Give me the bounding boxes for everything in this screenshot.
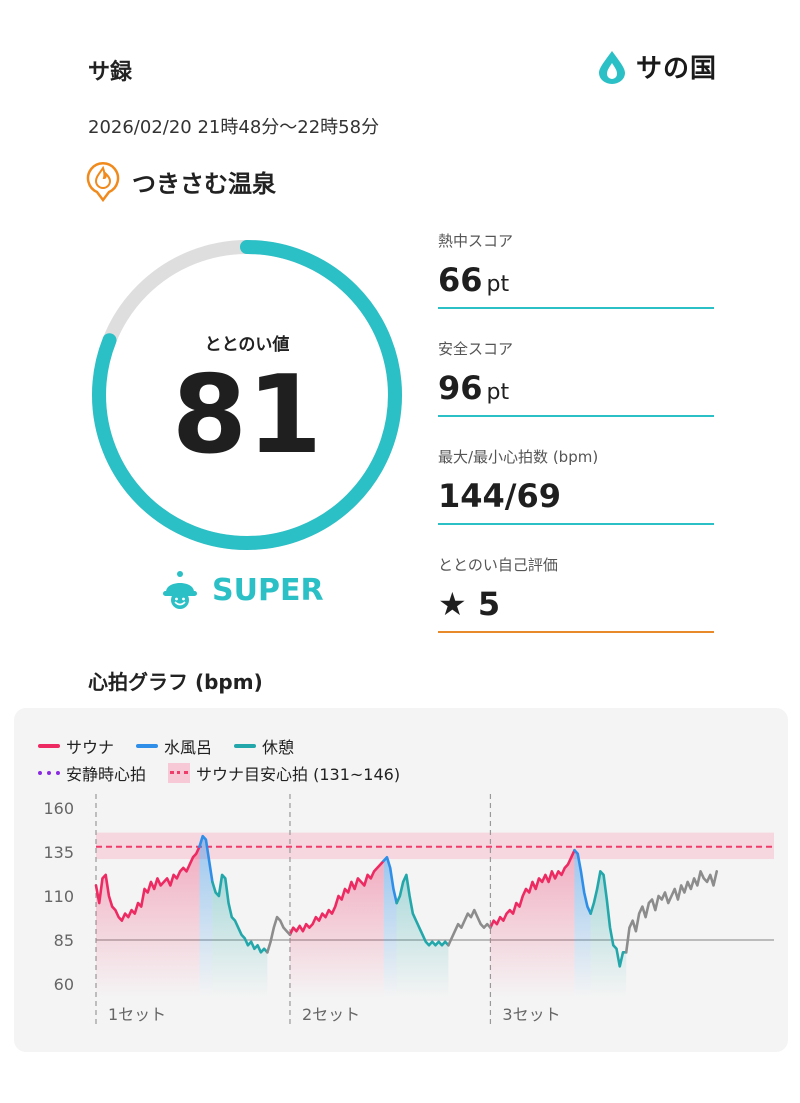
stat-value: 144/69 (438, 477, 714, 521)
series-line (288, 859, 386, 937)
set-label: 1セット (108, 1005, 166, 1024)
y-tick-label: 85 (54, 931, 74, 950)
stat-unit: pt (486, 380, 510, 405)
set-label: 3セット (502, 1005, 560, 1024)
legend-label: 安静時心拍 (66, 765, 147, 784)
score-gauge (92, 240, 402, 550)
set-label: 2セット (302, 1005, 360, 1024)
graph-legend-2: 安静時心拍 サウナ目安心拍 (131~146) (38, 761, 400, 785)
stat-safety-score: 安全スコア 96 pt (438, 338, 714, 417)
series-line (395, 873, 450, 947)
series-line (489, 848, 576, 929)
rank-badge: SUPER (160, 570, 324, 610)
series-line (94, 845, 201, 922)
stat-divider (438, 415, 714, 417)
stat-label: 安全スコア (438, 340, 514, 358)
graph-title: 心拍グラフ (bpm) (88, 670, 263, 694)
graph-legend: サウナ 水風呂 休憩 (38, 734, 294, 758)
y-tick-label: 160 (43, 799, 74, 818)
series-line (573, 848, 592, 915)
page-title: サ録 (88, 60, 133, 85)
stat-label: ととのい自己評価 (438, 556, 558, 574)
legend-swatch (234, 744, 257, 748)
legend-swatch (136, 744, 159, 748)
legend-item-cold: 水風呂 (136, 734, 212, 758)
stat-label: 熱中スコア (438, 232, 514, 250)
series-line (211, 873, 269, 954)
series-area (574, 850, 591, 998)
series-line (382, 855, 398, 905)
stat-value: ★ 5 (438, 585, 714, 629)
stat-value: 66 pt (438, 261, 714, 305)
stat-heat-score: 熱中スコア 66 pt (438, 230, 714, 309)
legend-label: サウナ目安心拍 (131~146) (196, 765, 401, 784)
legend-label: 休憩 (262, 738, 295, 757)
series-line (198, 834, 214, 884)
y-tick-label: 110 (43, 887, 74, 906)
brand-logo[interactable]: サの国 (596, 48, 717, 85)
stat-value: 96 pt (438, 369, 714, 413)
legend-label: サウナ (66, 738, 115, 757)
series-area (590, 871, 627, 998)
sauna-hat-icon (163, 571, 197, 609)
stat-number: 66 (438, 261, 483, 299)
stat-divider (438, 631, 714, 633)
drop-icon (599, 50, 625, 84)
rank-text: SUPER (212, 572, 324, 608)
series-line (266, 915, 292, 954)
stat-divider (438, 523, 714, 525)
score-label: ととのい値 (204, 335, 290, 355)
brand-name: サの国 (636, 54, 718, 84)
series-line (589, 870, 628, 968)
facility[interactable]: つきさむ温泉 (86, 160, 276, 202)
legend-item-target: サウナ目安心拍 (131~146) (168, 761, 400, 785)
heart-rate-chart: 160 135 110 85 60 1セット 2セット 3セット (43, 794, 774, 1026)
legend-swatch (38, 771, 60, 775)
series-line (624, 870, 719, 954)
session-datetime: 2026/02/20 21時48分〜22時58分 (88, 117, 380, 138)
series-area (212, 874, 268, 998)
legend-item-sauna: サウナ (38, 734, 114, 758)
facility-name: つきさむ温泉 (132, 169, 276, 198)
score-value: 81 (171, 353, 323, 478)
score-gauge-fill (92, 240, 402, 550)
stat-divider (438, 307, 714, 309)
y-tick-label: 60 (54, 975, 74, 994)
series-area (490, 850, 575, 998)
stat-number: 144/69 (438, 477, 562, 515)
series-area (199, 836, 213, 998)
series-area (96, 846, 200, 998)
stat-heart-rate: 最大/最小心拍数 (bpm) 144/69 (438, 446, 714, 525)
legend-swatch (168, 763, 191, 783)
legend-swatch (38, 744, 60, 748)
legend-item-resting-hr: 安静時心拍 (38, 761, 146, 785)
series-area (289, 860, 384, 998)
series-line (447, 908, 492, 947)
legend-item-rest: 休憩 (234, 734, 294, 758)
stat-label: 最大/最小心拍数 (bpm) (438, 448, 599, 466)
stat-self-evaluation: ととのい自己評価 ★ 5 (438, 554, 714, 633)
series-area (383, 857, 397, 998)
legend-label: 水風呂 (164, 738, 213, 757)
stat-unit: pt (486, 272, 510, 297)
stat-number: ★ 5 (438, 585, 501, 623)
stat-number: 96 (438, 369, 483, 407)
y-tick-label: 135 (43, 843, 74, 862)
location-pin-icon (86, 162, 120, 202)
